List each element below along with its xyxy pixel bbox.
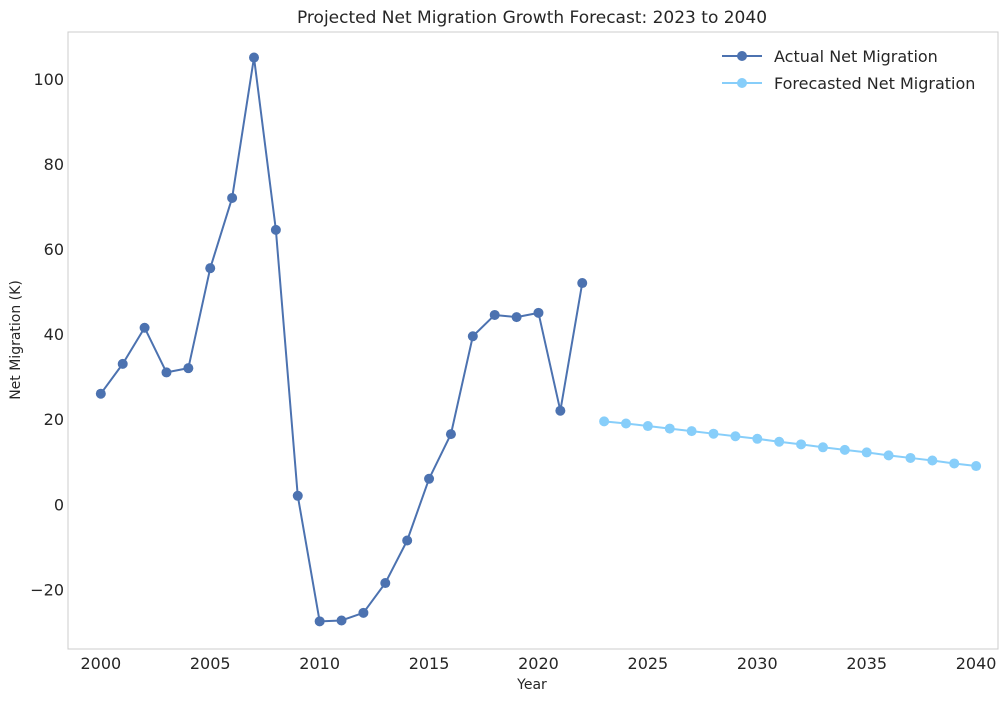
data-point <box>358 607 369 618</box>
legend-item-forecast: Forecasted Net Migration <box>722 74 975 93</box>
data-point <box>139 322 150 333</box>
y-axis-ticks: −20 0 20 40 60 80 100 <box>30 70 64 600</box>
data-point <box>621 418 631 429</box>
data-point <box>730 431 741 442</box>
data-point <box>95 388 106 399</box>
data-point <box>883 450 894 461</box>
legend-item-actual: Actual Net Migration <box>722 47 938 66</box>
data-point <box>292 490 303 501</box>
data-point <box>599 416 610 427</box>
data-point <box>161 367 172 378</box>
data-point <box>817 442 828 453</box>
x-tick-label: 2020 <box>518 654 559 673</box>
data-point <box>205 263 216 274</box>
data-point <box>686 426 697 437</box>
data-point <box>336 615 347 626</box>
legend-marker-actual <box>737 51 747 61</box>
series-1 <box>599 416 982 472</box>
data-point <box>839 444 850 455</box>
data-point <box>708 428 719 439</box>
y-tick-label: −20 <box>30 580 64 599</box>
data-point <box>752 433 763 444</box>
data-point <box>577 278 588 289</box>
data-point <box>227 192 238 203</box>
data-point <box>905 452 916 463</box>
legend-label-actual: Actual Net Migration <box>774 47 938 66</box>
series-0 <box>95 52 588 627</box>
data-point <box>533 307 544 318</box>
x-tick-label: 2010 <box>299 654 340 673</box>
data-point <box>489 309 500 320</box>
x-tick-label: 2030 <box>737 654 778 673</box>
x-tick-label: 2005 <box>190 654 231 673</box>
legend-label-forecast: Forecasted Net Migration <box>774 74 975 93</box>
y-tick-label: 100 <box>33 70 64 89</box>
data-point <box>424 473 435 484</box>
data-point <box>117 358 128 369</box>
y-tick-label: 60 <box>44 240 64 259</box>
series-layer <box>95 52 982 627</box>
data-point <box>380 578 391 589</box>
x-axis-ticks: 2000 2005 2010 2015 2020 2025 2030 2035 2040 <box>80 654 996 673</box>
legend: Actual Net Migration Forecasted Net Migr… <box>722 47 975 93</box>
data-point <box>511 312 522 323</box>
data-point <box>971 461 982 472</box>
x-tick-label: 2040 <box>956 654 997 673</box>
data-point <box>796 439 807 450</box>
data-point <box>555 405 566 416</box>
x-tick-label: 2035 <box>846 654 887 673</box>
y-tick-label: 0 <box>54 495 64 514</box>
y-axis-label: Net Migration (K) <box>8 280 24 400</box>
data-point <box>664 423 675 434</box>
data-point <box>861 447 872 458</box>
data-point <box>402 535 413 546</box>
data-point <box>445 429 456 440</box>
data-point <box>642 421 653 432</box>
data-point <box>183 363 194 374</box>
x-tick-label: 2000 <box>80 654 121 673</box>
data-point <box>270 224 281 235</box>
y-tick-label: 20 <box>44 410 64 429</box>
data-point <box>249 52 259 63</box>
data-point <box>949 458 960 469</box>
x-axis-label: Year <box>516 677 547 693</box>
data-point <box>927 455 938 466</box>
x-tick-label: 2015 <box>409 654 450 673</box>
data-point <box>314 616 325 627</box>
legend-marker-forecast <box>737 78 747 88</box>
y-tick-label: 40 <box>44 325 64 344</box>
data-point <box>467 331 478 342</box>
plot-area <box>67 31 999 650</box>
y-tick-label: 80 <box>44 155 64 174</box>
data-point <box>774 436 785 447</box>
chart-title: Projected Net Migration Growth Forecast:… <box>297 8 767 28</box>
x-tick-label: 2025 <box>628 654 669 673</box>
